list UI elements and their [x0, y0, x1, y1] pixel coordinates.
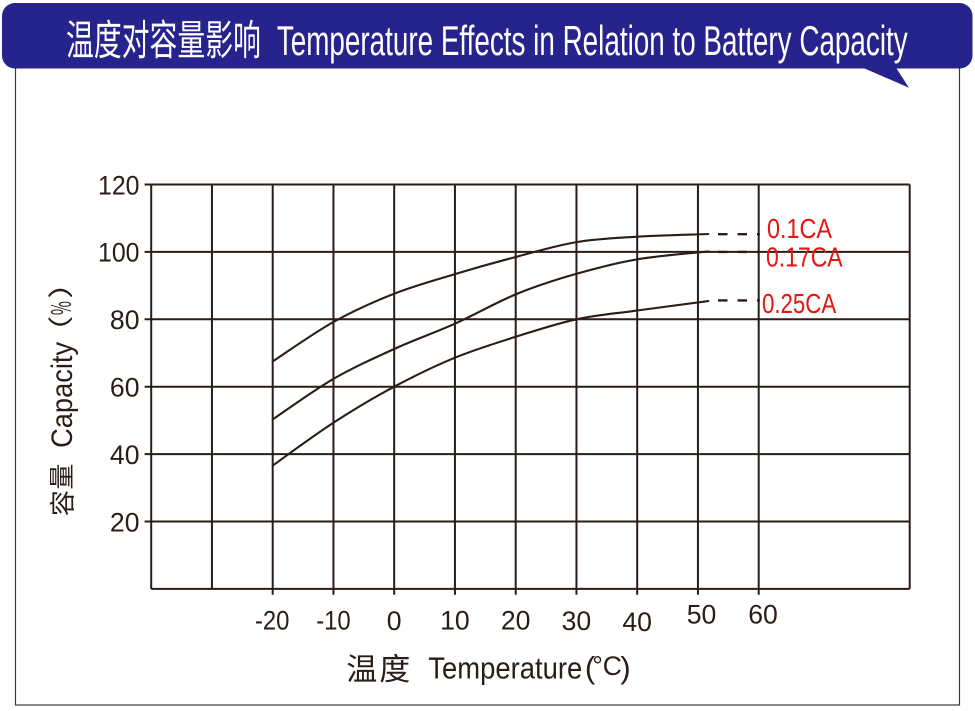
- svg-text:0.25CA: 0.25CA: [762, 288, 837, 319]
- svg-text:-10: -10: [316, 606, 351, 636]
- svg-text:0.17CA: 0.17CA: [766, 242, 843, 273]
- svg-text:0.1CA: 0.1CA: [767, 213, 832, 244]
- svg-text:120: 120: [98, 170, 140, 200]
- svg-text:60: 60: [110, 373, 140, 403]
- svg-text:50: 50: [687, 600, 717, 630]
- svg-text:(: (: [585, 650, 596, 685]
- svg-text:°C: °C: [592, 651, 622, 681]
- svg-text:60: 60: [748, 600, 778, 630]
- svg-text:10: 10: [440, 606, 470, 636]
- svg-text:0: 0: [387, 606, 402, 636]
- svg-text:): ): [620, 650, 630, 685]
- svg-text:-20: -20: [255, 606, 290, 636]
- svg-text:Capacity: Capacity: [46, 342, 79, 448]
- svg-text:80: 80: [110, 305, 140, 335]
- svg-text:20: 20: [501, 606, 531, 636]
- svg-text:100: 100: [98, 238, 140, 268]
- svg-text:Temperature: Temperature: [428, 651, 582, 686]
- svg-text:40: 40: [622, 607, 652, 637]
- svg-text:Temperature Effects in Relatio: Temperature Effects in Relation to Batte…: [277, 17, 908, 64]
- svg-text:40: 40: [110, 440, 140, 470]
- svg-text:20: 20: [110, 507, 140, 537]
- svg-text:30: 30: [562, 606, 592, 636]
